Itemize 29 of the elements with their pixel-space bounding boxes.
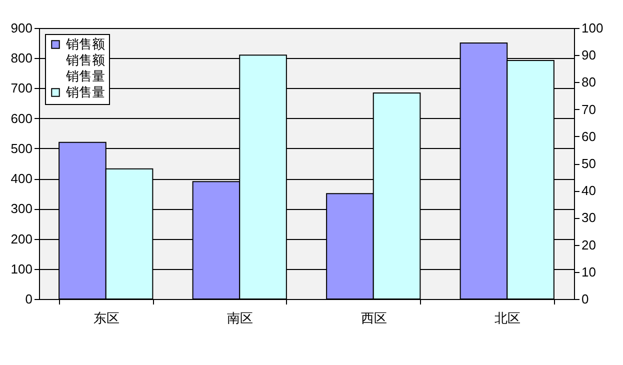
x-tick-label: 东区 bbox=[93, 310, 120, 326]
y-tick-label: 100 bbox=[10, 261, 32, 276]
y-tick-label: 500 bbox=[10, 140, 32, 156]
y2-tick-label: 20 bbox=[582, 237, 596, 252]
y2-tick-label: 100 bbox=[582, 20, 604, 36]
y2-tick-label: 10 bbox=[582, 264, 596, 280]
y-tick-label: 200 bbox=[10, 231, 32, 246]
y-tick-label: 0 bbox=[25, 292, 32, 306]
legend-label: 销售量 bbox=[65, 84, 105, 100]
y2-tick-label: 70 bbox=[582, 102, 596, 117]
y-tick-label: 400 bbox=[10, 171, 32, 186]
y-tick-label: 800 bbox=[10, 50, 32, 66]
y2-tick-label: 60 bbox=[582, 128, 596, 144]
y-tick-label: 700 bbox=[10, 80, 32, 96]
y-tick-label: 600 bbox=[10, 110, 32, 126]
y2-tick-label: 50 bbox=[582, 156, 596, 171]
y-tick-label: 300 bbox=[10, 201, 32, 216]
x-tick-label: 西区 bbox=[360, 310, 387, 326]
y2-tick-label: 30 bbox=[582, 210, 596, 226]
y2-tick-label: 90 bbox=[582, 48, 596, 63]
y2-tick-label: 80 bbox=[582, 74, 596, 90]
x-tick-label: 南区 bbox=[227, 310, 254, 326]
legend-label: 销售额 bbox=[65, 36, 105, 52]
text: 销售额 bbox=[65, 52, 105, 68]
x-tick-label: 北区 bbox=[494, 310, 521, 326]
text: 销售量 bbox=[65, 68, 105, 84]
y-tick-label: 900 bbox=[10, 20, 32, 36]
y2-tick-label: 40 bbox=[582, 183, 596, 198]
y2-tick-label: 0 bbox=[582, 292, 589, 306]
